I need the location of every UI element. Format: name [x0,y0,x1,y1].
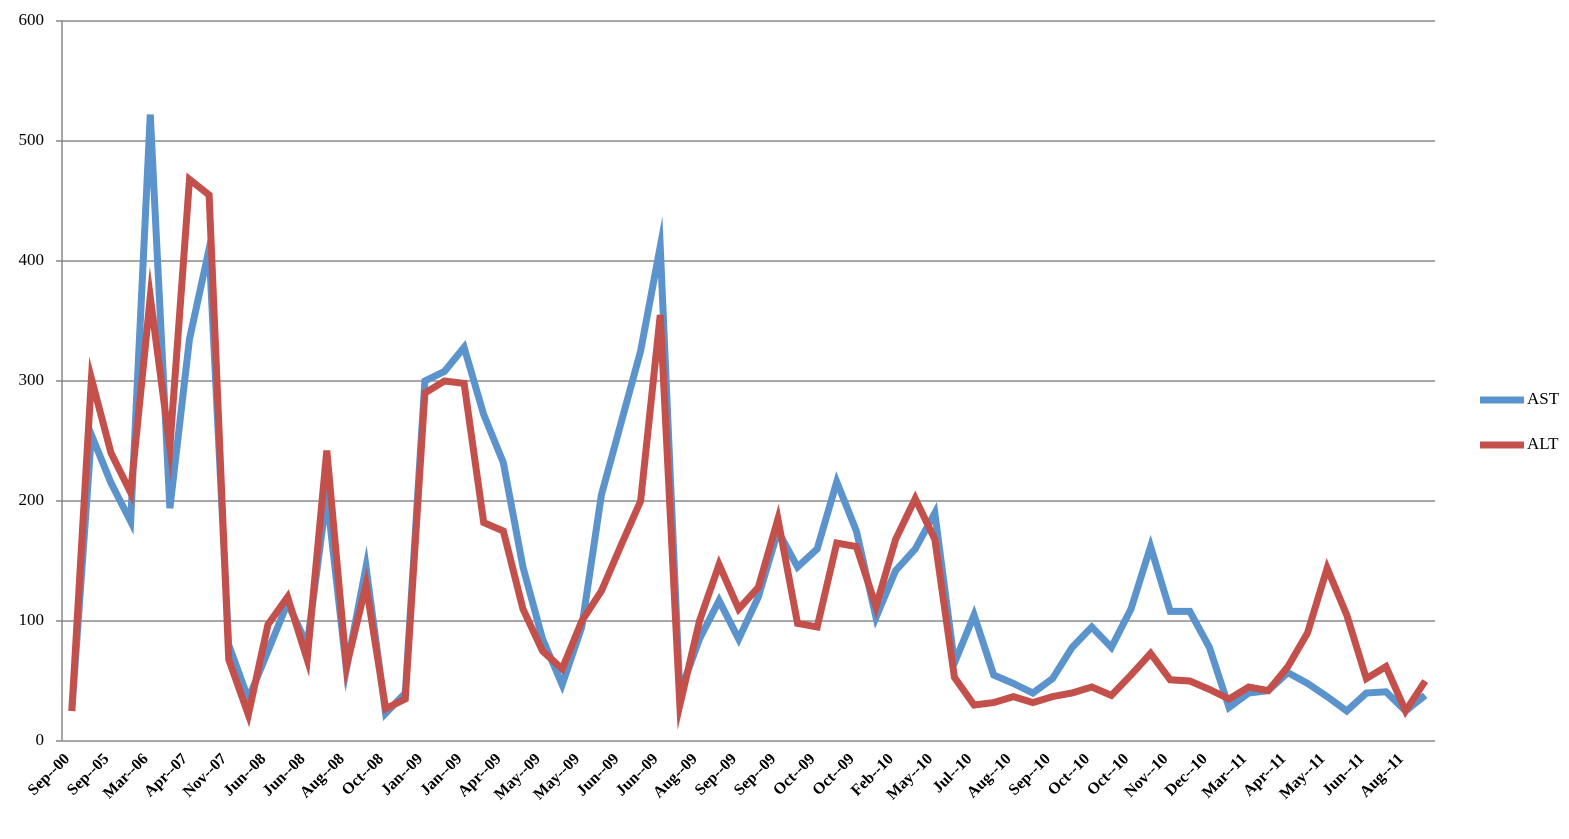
y-tick-label: 600 [19,10,45,29]
y-tick-label: 200 [19,490,45,509]
line-series [68,172,1429,731]
line-series [68,114,1428,722]
y-tick-label: 300 [19,370,45,389]
x-tick-label: Nov--07 [180,750,230,800]
x-tick-label: Sep--00 [25,750,73,798]
y-tick-label: 500 [19,130,45,149]
x-tick-label: Oct--09 [770,750,818,798]
x-tick-label: Mar--11 [1199,750,1250,801]
x-tick-label: Oct--08 [339,750,387,798]
legend-label: ALT [1527,434,1559,453]
x-tick-label: Oct--09 [809,750,857,798]
x-tick-label: Sep--09 [692,750,740,798]
x-tick-label: Oct--10 [1045,750,1093,798]
x-tick-label: Nov--10 [1121,750,1171,800]
x-tick-label: Aug--11 [1357,750,1407,800]
y-tick-label: 100 [19,610,45,629]
x-tick-label: Sep--10 [1005,750,1053,798]
x-tick-label: Aug--09 [650,750,701,801]
x-tick-label: Aug--10 [964,750,1015,801]
x-tick-label: Jun--09 [573,750,622,799]
y-tick-label: 0 [36,730,45,749]
x-tick-label: Jun--08 [220,750,269,799]
x-tick-label: Jan--09 [378,750,426,798]
y-tick-label: 400 [19,250,45,269]
x-tick-label: Sep--09 [731,750,779,798]
x-tick-label: Aug--08 [297,750,348,801]
legend-label: AST [1527,389,1560,408]
